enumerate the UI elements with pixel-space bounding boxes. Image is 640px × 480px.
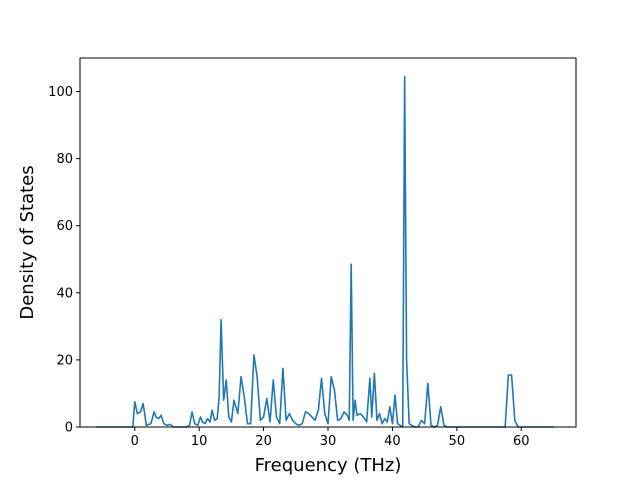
x-tick-label: 20 [255,434,272,449]
x-tick-label: 40 [384,434,401,449]
series-line-0 [96,75,554,428]
x-axis-label: Frequency (THz) [255,455,402,476]
y-tick-label: 0 [65,421,73,436]
x-tick-label: 10 [191,434,208,449]
x-tick-label: 0 [131,434,139,449]
x-tick-label: 60 [513,434,530,449]
y-tick-label: 20 [56,353,73,368]
plot-area [96,75,554,428]
x-tick-label: 50 [449,434,466,449]
y-tick-label: 40 [56,286,73,301]
y-tick-label: 100 [48,85,73,100]
y-tick-label: 80 [56,152,73,167]
x-axis: 0 10 20 30 40 50 60 [131,427,530,449]
y-axis: 0 20 40 60 80 100 [48,85,80,436]
y-tick-label: 60 [56,219,73,234]
axes-frame [79,57,577,428]
x-tick-label: 30 [320,434,337,449]
y-axis-label: Density of States [17,165,38,319]
